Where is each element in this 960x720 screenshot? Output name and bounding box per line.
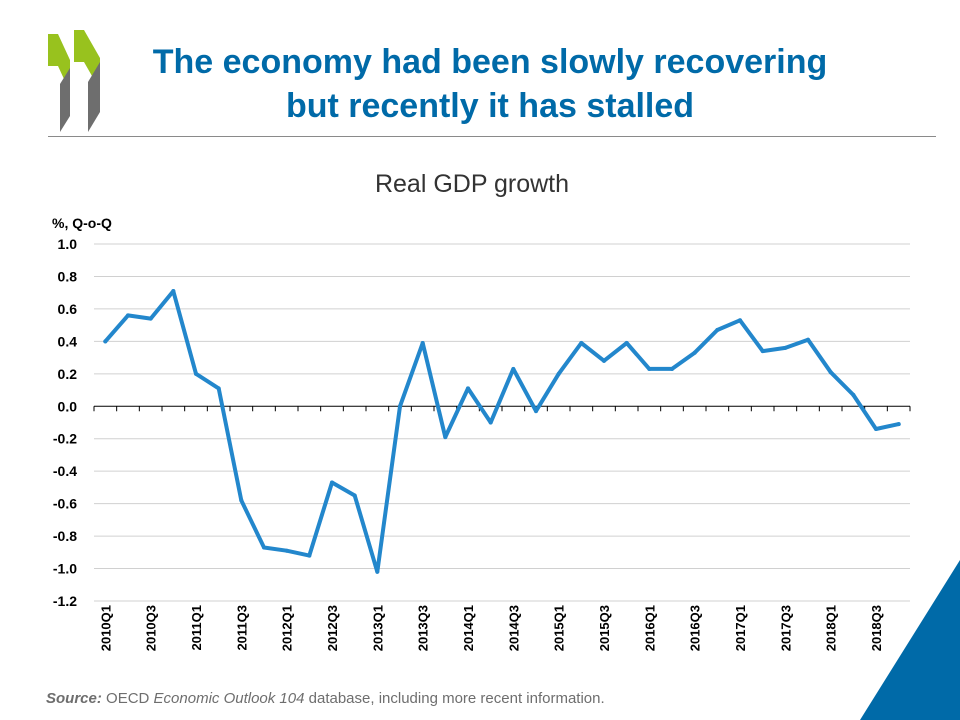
y-tick-label: -1.2 [53,593,77,609]
x-tick-label: 2012Q1 [280,605,295,651]
data-point [556,371,561,376]
logo-grey-bar-left [60,68,70,132]
y-tick-label: 0.8 [58,268,78,284]
data-point [851,392,856,397]
data-point [624,340,629,345]
x-tick-label: 2015Q1 [552,605,567,651]
data-point [194,371,198,376]
x-tick-label: 2014Q3 [506,605,521,651]
data-point [103,339,108,344]
data-point [715,328,720,333]
page-title: The economy had been slowly recovering b… [110,40,870,128]
data-point [511,366,516,371]
data-point [330,480,334,485]
data-point [579,340,584,345]
y-tick-label: 0.2 [58,366,78,382]
x-tick-label: 2014Q1 [461,605,476,651]
y-tick-label: 0.4 [58,333,78,349]
data-point [896,422,901,427]
data-point [602,358,606,363]
y-tick-label: -0.2 [53,431,77,447]
x-tick-label: 2017Q3 [778,605,793,651]
x-tick-label: 2018Q3 [869,605,884,651]
gdp-growth-series-line [103,289,901,574]
logo-grey-bar-right [88,62,100,132]
page-title-line2: but recently it has stalled [285,87,695,125]
oecd-logo-icon [48,30,100,132]
y-tick-label: -0.6 [53,496,77,512]
title-divider [48,136,936,137]
data-point [466,386,470,391]
data-point [239,498,244,503]
y-tick-label: -0.4 [53,463,77,479]
data-point [806,337,810,342]
data-point [828,370,833,375]
data-point [488,420,493,425]
data-point [670,366,674,371]
source-text-before: OECD [106,690,150,707]
x-tick-label: 2010Q1 [98,605,113,651]
x-tick-label: 2011Q1 [189,605,204,651]
data-point [443,435,448,440]
source-label: Source: [46,690,102,707]
data-point [783,345,788,350]
chart-title: Real GDP growth [374,170,570,198]
y-tick-label: -0.8 [53,528,77,544]
y-axis-label: %, Q-o-Q [52,215,112,231]
x-tick-label: 2011Q3 [234,605,249,651]
y-tick-label: 1.0 [58,236,78,252]
data-point [284,548,289,553]
data-point [738,318,742,323]
x-tick-label: 2012Q3 [325,605,340,651]
y-tick-label: 0.6 [58,301,78,317]
y-tick-label: 0.0 [58,398,78,414]
data-point [398,404,402,409]
data-point [307,553,312,558]
source-publication: Economic Outlook 104 [153,690,305,707]
y-tick-label: -1.0 [53,561,77,577]
x-tick-label: 2017Q1 [733,605,748,651]
data-point [126,313,130,318]
data-point [874,426,878,431]
data-point [760,349,765,354]
source-note: Source: OECD Economic Outlook 104 databa… [46,690,605,707]
x-tick-label: 2015Q3 [597,605,612,651]
x-tick-label: 2013Q3 [416,605,431,651]
x-tick-label: 2016Q3 [688,605,703,651]
x-tick-label: 2010Q3 [144,605,159,651]
source-text-after: database, including more recent informat… [308,690,605,707]
page-title-line1: The economy had been slowly recovering [152,43,828,81]
data-point [262,545,266,550]
x-tick-label: 2013Q1 [370,605,385,651]
data-point [647,366,652,371]
data-point [216,386,221,391]
data-point [375,569,380,574]
x-tick-label: 2018Q1 [824,605,839,651]
data-point [420,340,425,345]
data-point [534,409,538,414]
x-tick-label: 2016Q1 [642,605,657,651]
data-point [352,493,357,498]
data-point [171,289,176,294]
data-point [148,316,153,321]
data-point [692,350,697,355]
